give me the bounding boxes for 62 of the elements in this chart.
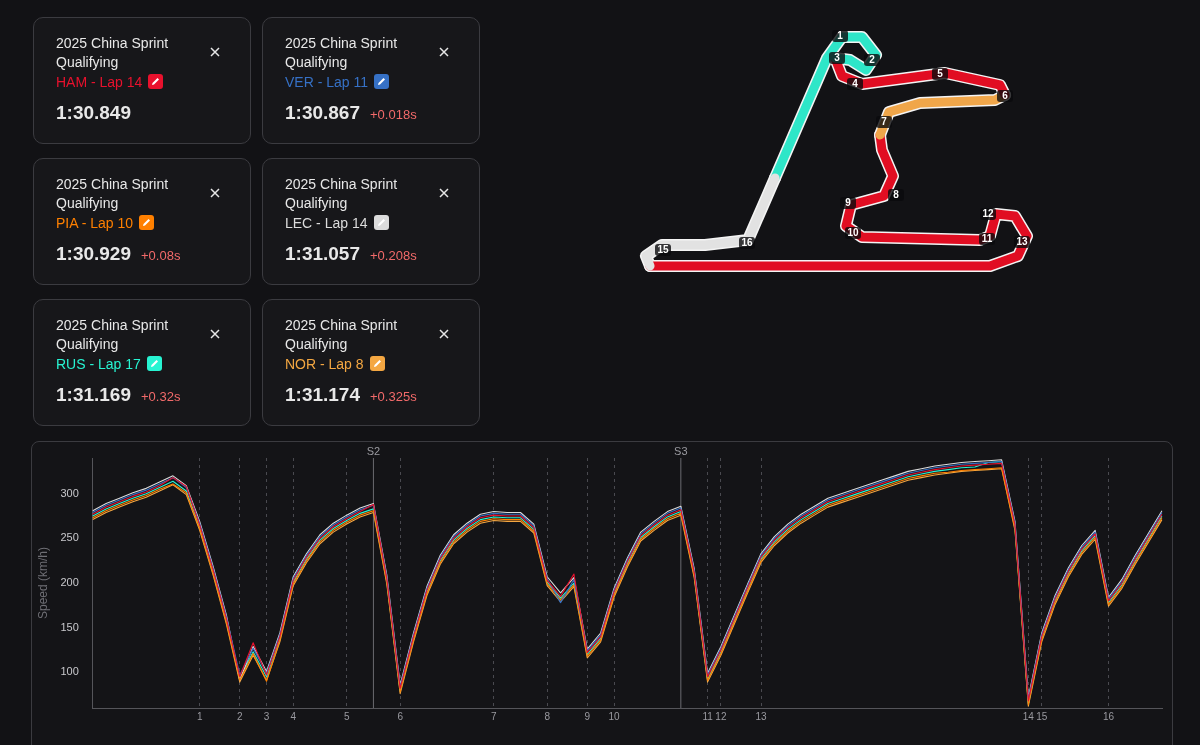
x-tick-label: 2 <box>236 710 243 722</box>
x-tick-label: 7 <box>490 710 497 722</box>
y-axis-title: Speed (km/h) <box>35 546 50 620</box>
x-tick-label: 11 <box>702 710 714 722</box>
text: 5 <box>932 68 948 80</box>
x-tick-label: 12 <box>715 710 727 722</box>
text: 10 <box>845 227 861 239</box>
text: 1:31.169 <box>56 384 132 405</box>
text: 1 <box>832 30 848 42</box>
y-tick-label: 300 <box>60 486 79 499</box>
text: 9 <box>840 197 856 209</box>
text: 15 <box>655 244 671 256</box>
text: 13 <box>1014 236 1030 248</box>
text: 1:30.849 <box>56 102 132 123</box>
text: 2025 China Sprint Qualifying <box>56 175 170 213</box>
text: PIA - Lap 10 <box>56 215 134 231</box>
y-tick-label: 150 <box>60 620 79 633</box>
text: 7 <box>876 116 892 128</box>
x-tick-label: 15 <box>1036 710 1048 722</box>
text: VER - Lap 11 <box>285 74 369 90</box>
text: 4 <box>847 78 863 90</box>
text: 8 <box>888 189 904 201</box>
text: 2025 China Sprint Qualifying <box>56 316 170 354</box>
x-tick-label: 6 <box>397 710 404 722</box>
y-tick-label: 250 <box>60 531 79 544</box>
text: 2 <box>864 54 880 66</box>
text: 12 <box>980 208 996 220</box>
y-tick-label: 200 <box>60 576 79 589</box>
text: +0.08s <box>141 248 181 263</box>
text: 1:30.929 <box>56 243 132 264</box>
text: HAM - Lap 14 <box>56 74 143 90</box>
text: NOR - Lap 8 <box>285 356 364 372</box>
x-tick-label: 4 <box>290 710 297 722</box>
text: 1:30.867 <box>285 102 361 123</box>
text: 6 <box>997 90 1013 102</box>
text: RUS - Lap 17 <box>56 356 141 372</box>
text: 2025 China Sprint Qualifying <box>56 34 170 72</box>
y-tick-label: 100 <box>60 665 79 678</box>
text: 3 <box>829 52 845 64</box>
text: S2 <box>366 444 381 457</box>
text: 1:31.174 <box>285 384 361 405</box>
text: 16 <box>739 237 755 249</box>
text: +0.32s <box>141 389 181 404</box>
x-tick-label: 3 <box>263 710 270 722</box>
x-tick-label: 13 <box>755 710 768 722</box>
text: +0.018s <box>370 107 417 122</box>
text: +0.325s <box>370 389 417 404</box>
x-tick-label: 9 <box>584 710 591 722</box>
text: 11 <box>979 233 995 245</box>
text: 1:31.057 <box>285 243 361 264</box>
text: LEC - Lap 14 <box>285 215 368 231</box>
text: S3 <box>674 444 688 457</box>
x-tick-label: 5 <box>343 710 350 722</box>
text: 2025 China Sprint Qualifying <box>285 175 399 213</box>
x-tick-label: 14 <box>1022 710 1035 722</box>
x-tick-label: 10 <box>608 710 621 722</box>
x-tick-label: 8 <box>544 710 551 722</box>
x-tick-label: 1 <box>196 710 203 722</box>
text: 2025 China Sprint Qualifying <box>285 34 399 72</box>
text: 2025 China Sprint Qualifying <box>285 316 399 354</box>
x-tick-label: 16 <box>1102 710 1115 722</box>
text: +0.208s <box>370 248 417 263</box>
